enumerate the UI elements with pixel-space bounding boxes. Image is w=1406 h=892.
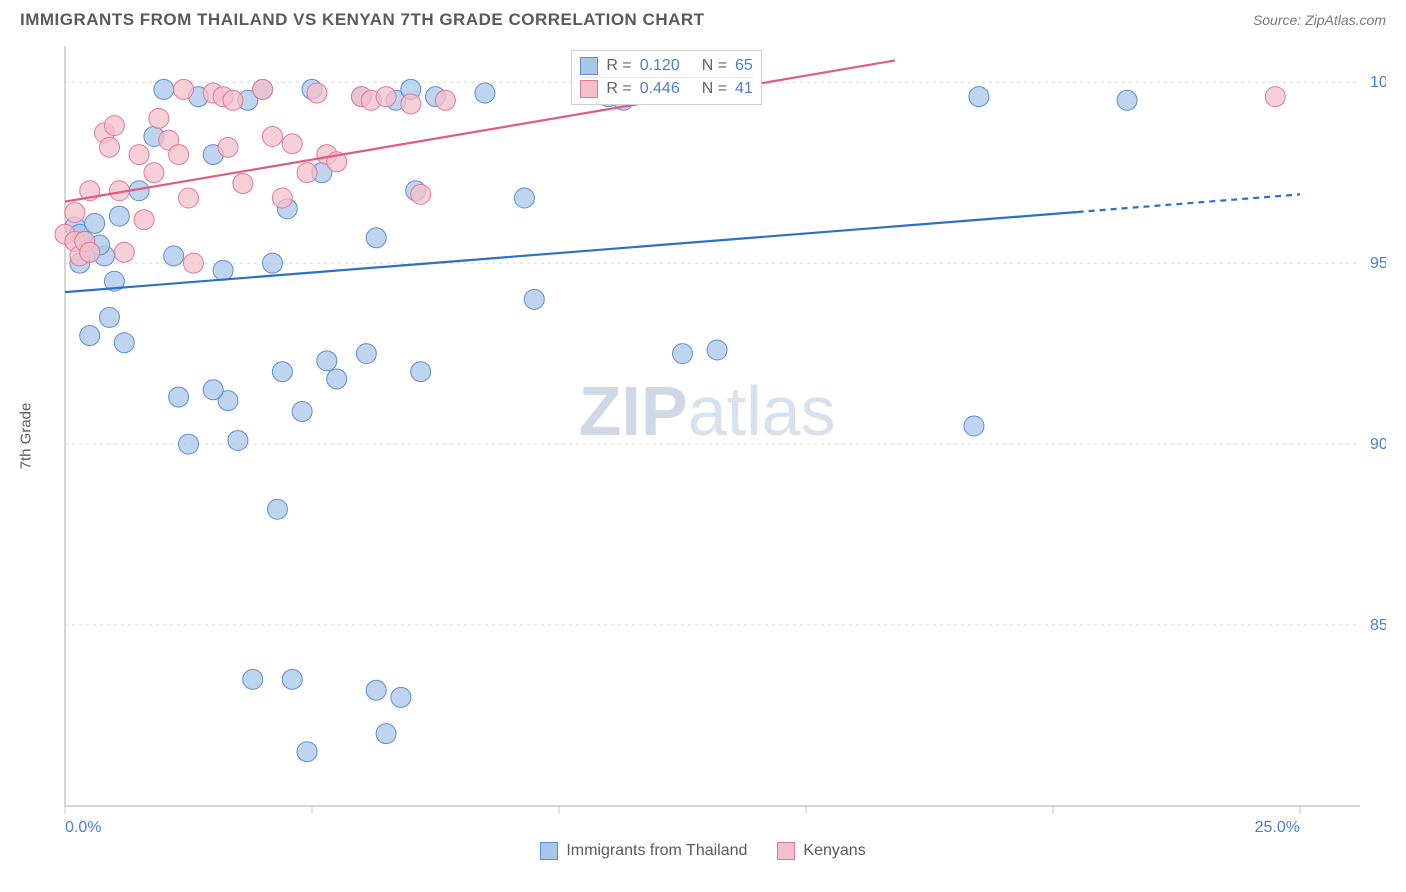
kenyans-point [297,163,317,183]
x-tick-label: 25.0% [1255,819,1300,836]
thailand-point [969,87,989,107]
thailand-point [317,351,337,371]
legend-item-thailand: Immigrants from Thailand [540,842,747,860]
thailand-point [292,402,312,422]
r-value: 0.446 [640,80,694,98]
kenyans-point [411,184,431,204]
kenyans-point [65,202,85,222]
thailand-point [114,333,134,353]
thailand-point [213,260,233,280]
kenyans-point [376,87,396,107]
kenyans-legend-label: Kenyans [803,842,865,860]
thailand-point [282,669,302,689]
thailand-point [154,79,174,99]
kenyans-point [169,145,189,165]
legend-item-kenyans: Kenyans [777,842,865,860]
kenyans-point [114,242,134,262]
kenyans-point [435,90,455,110]
thailand-legend-swatch [540,842,558,860]
kenyans-point [129,145,149,165]
y-tick-label: 85.0% [1370,617,1386,634]
chart-area: 7th Grade 85.0% 90.0% 95.0% 100.0% 0.0% 25.0%… [20,36,1386,836]
thailand-point [391,687,411,707]
thailand-point [707,340,727,360]
thailand-point [80,326,100,346]
thailand-point [179,434,199,454]
r-label: R = [606,80,631,98]
thailand-point [411,362,431,382]
kenyans-point [401,94,421,114]
n-label: N = [702,80,727,98]
y-tick-label: 100.0% [1370,74,1386,91]
thailand-point [376,724,396,744]
kenyans-point [144,163,164,183]
kenyans-point [218,137,238,157]
thailand-point [673,344,693,364]
kenyans-point [253,79,273,99]
thailand-swatch [580,57,598,75]
thailand-point [524,289,544,309]
scatter-plot-svg: 85.0% 90.0% 95.0% 100.0% 0.0% 25.0% [20,36,1386,836]
thailand-point [475,83,495,103]
thailand-point [267,499,287,519]
kenyans-point [272,188,292,208]
y-axis-label: 7th Grade [18,403,35,470]
thailand-legend-label: Immigrants from Thailand [566,842,747,860]
n-label: N = [702,57,727,75]
thailand-point [366,228,386,248]
bottom-legend: Immigrants from Thailand Kenyans [0,842,1406,860]
kenyans-point [174,79,194,99]
n-value: 65 [735,57,753,75]
kenyans-point [134,210,154,230]
kenyans-point [233,174,253,194]
thailand-point [366,680,386,700]
header: IMMIGRANTS FROM THAILAND VS KENYAN 7TH G… [0,0,1406,36]
r-value: 0.120 [640,57,694,75]
thailand-trendline-dashed [1078,194,1300,212]
y-tick-label: 90.0% [1370,436,1386,453]
kenyans-point [99,137,119,157]
thailand-trendline [65,212,1078,292]
thailand-point [297,742,317,762]
thailand-point [164,246,184,266]
kenyans-swatch [580,80,598,98]
thailand-point [99,307,119,327]
kenyans-point [307,83,327,103]
kenyans-point [179,188,199,208]
kenyans-point [149,108,169,128]
thailand-point [964,416,984,436]
stats-row-thailand: R = 0.120 N = 65 [580,55,752,77]
thailand-point [203,380,223,400]
y-tick-label: 95.0% [1370,255,1386,272]
x-tick-label: 0.0% [65,819,101,836]
thailand-point [228,430,248,450]
thailand-point [356,344,376,364]
kenyans-point [183,253,203,273]
kenyans-point [104,116,124,136]
thailand-point [85,213,105,233]
thailand-point [1117,90,1137,110]
kenyans-legend-swatch [777,842,795,860]
thailand-point [272,362,292,382]
kenyans-point [262,126,282,146]
kenyans-point [223,90,243,110]
correlation-stats-box: R = 0.120 N = 65 R = 0.446 N = 41 [571,50,761,105]
thailand-point [262,253,282,273]
r-label: R = [606,57,631,75]
thailand-point [243,669,263,689]
stats-row-kenyans: R = 0.446 N = 41 [580,77,752,100]
kenyans-point [80,242,100,262]
n-value: 41 [735,80,753,98]
source-label: Source: ZipAtlas.com [1253,12,1386,28]
thailand-point [169,387,189,407]
thailand-point [514,188,534,208]
kenyans-point [1265,87,1285,107]
chart-title: IMMIGRANTS FROM THAILAND VS KENYAN 7TH G… [20,10,705,30]
thailand-point [109,206,129,226]
kenyans-point [282,134,302,154]
thailand-point [327,369,347,389]
